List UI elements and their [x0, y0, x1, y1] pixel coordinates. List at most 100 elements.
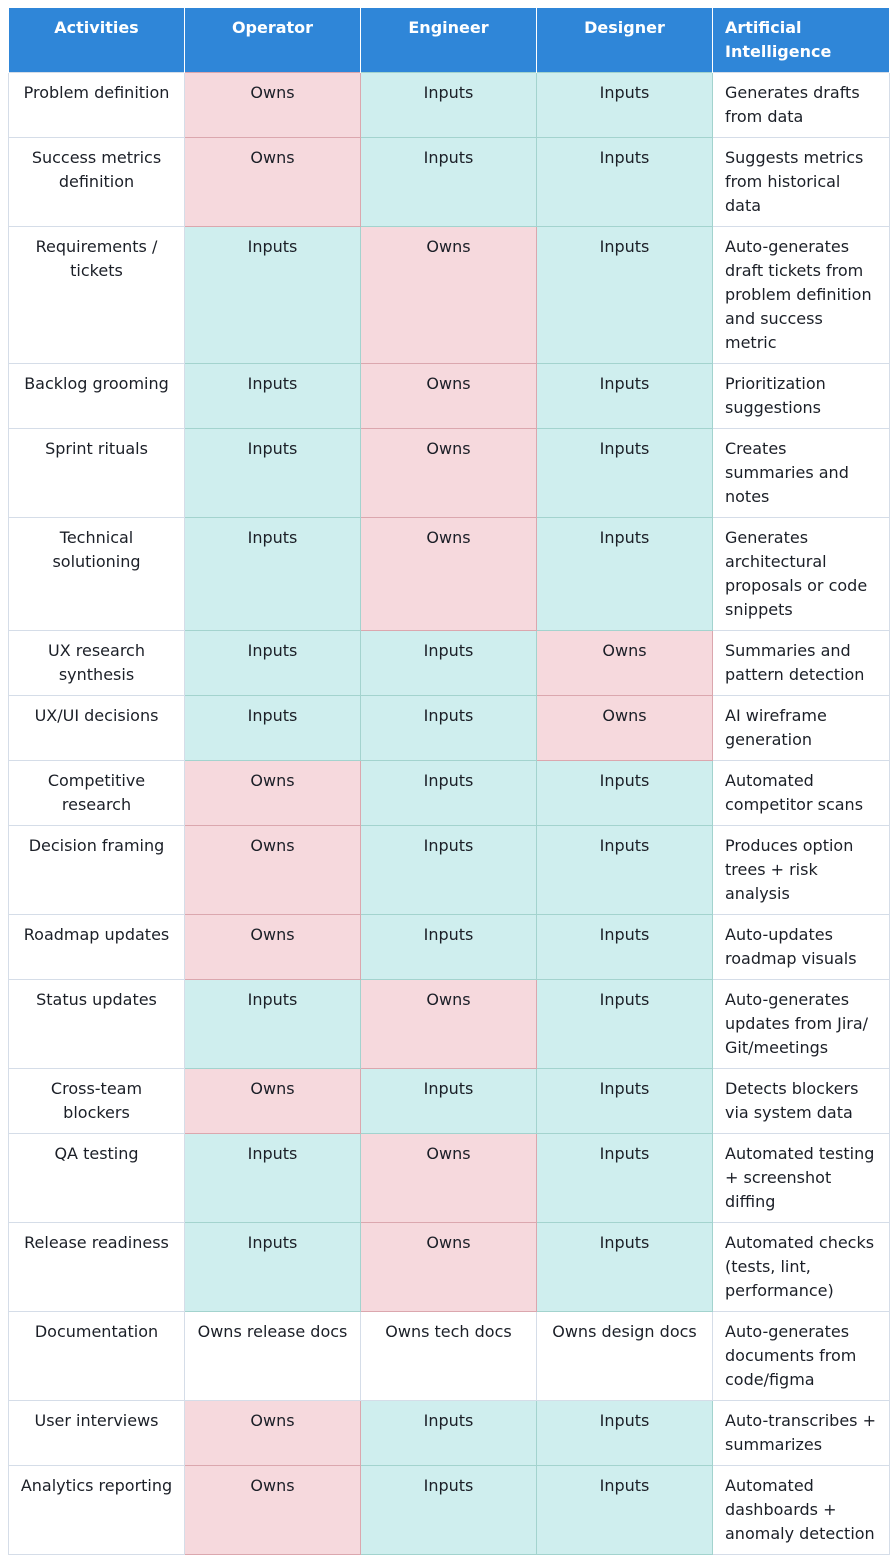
- activity-cell: UX/UI decisions: [8, 695, 185, 761]
- activity-cell: Release readiness: [8, 1222, 185, 1312]
- engineer-cell: Inputs: [360, 72, 537, 138]
- designer-cell: Inputs: [536, 1400, 713, 1466]
- designer-cell: Inputs: [536, 226, 713, 364]
- activity-cell: Problem definition: [8, 72, 185, 138]
- engineer-cell: Owns: [360, 226, 537, 364]
- engineer-cell: Inputs: [360, 630, 537, 696]
- designer-cell: Inputs: [536, 914, 713, 980]
- designer-cell: Inputs: [536, 363, 713, 429]
- operator-cell: Owns: [184, 1068, 361, 1134]
- table-row: Success metrics definition Owns Inputs I…: [8, 137, 890, 227]
- ai-cell: Auto-transcribes + summarizes: [712, 1400, 890, 1466]
- designer-cell: Inputs: [536, 1465, 713, 1555]
- engineer-cell: Inputs: [360, 914, 537, 980]
- operator-cell: Owns: [184, 1400, 361, 1466]
- designer-cell: Inputs: [536, 1068, 713, 1134]
- activity-cell: Roadmap updates: [8, 914, 185, 980]
- table-row: Cross-team blockers Owns Inputs Inputs D…: [8, 1068, 890, 1134]
- designer-cell: Inputs: [536, 979, 713, 1069]
- engineer-cell: Owns: [360, 428, 537, 518]
- header-activities: Activities: [8, 8, 185, 73]
- activity-cell: Technical solutioning: [8, 517, 185, 631]
- operator-cell: Inputs: [184, 363, 361, 429]
- engineer-cell: Owns: [360, 979, 537, 1069]
- ai-cell: Summaries and pattern detection: [712, 630, 890, 696]
- designer-cell: Inputs: [536, 760, 713, 826]
- ai-cell: Automated competitor scans: [712, 760, 890, 826]
- ai-cell: Auto-generates draft tickets from proble…: [712, 226, 890, 364]
- header-designer: Designer: [536, 8, 713, 73]
- ai-cell: Generates drafts from data: [712, 72, 890, 138]
- operator-cell: Owns: [184, 1465, 361, 1555]
- operator-cell: Inputs: [184, 517, 361, 631]
- operator-cell: Inputs: [184, 1222, 361, 1312]
- operator-cell: Inputs: [184, 979, 361, 1069]
- designer-cell: Inputs: [536, 1133, 713, 1223]
- designer-cell: Inputs: [536, 825, 713, 915]
- header-row: Activities Operator Engineer Designer Ar…: [8, 8, 890, 73]
- engineer-cell: Inputs: [360, 137, 537, 227]
- engineer-cell: Owns: [360, 363, 537, 429]
- designer-cell: Owns: [536, 695, 713, 761]
- activity-cell: Cross-team blockers: [8, 1068, 185, 1134]
- ai-cell: Creates summaries and notes: [712, 428, 890, 518]
- table-row: Release readiness Inputs Owns Inputs Aut…: [8, 1222, 890, 1312]
- designer-cell: Owns design docs: [536, 1311, 713, 1401]
- table-row: Technical solutioning Inputs Owns Inputs…: [8, 517, 890, 631]
- designer-cell: Inputs: [536, 517, 713, 631]
- table-row: Competitive research Owns Inputs Inputs …: [8, 760, 890, 826]
- designer-cell: Owns: [536, 630, 713, 696]
- table-row: Status updates Inputs Owns Inputs Auto-g…: [8, 979, 890, 1069]
- header-ai: Artificial Intelligence: [712, 8, 890, 73]
- ai-cell: AI wireframe generation: [712, 695, 890, 761]
- engineer-cell: Inputs: [360, 1465, 537, 1555]
- activity-cell: User interviews: [8, 1400, 185, 1466]
- header-operator: Operator: [184, 8, 361, 73]
- table-row: User interviews Owns Inputs Inputs Auto-…: [8, 1400, 890, 1466]
- designer-cell: Inputs: [536, 137, 713, 227]
- ai-cell: Generates architectural proposals or cod…: [712, 517, 890, 631]
- activity-cell: Decision framing: [8, 825, 185, 915]
- operator-cell: Inputs: [184, 226, 361, 364]
- activity-cell: Success metrics definition: [8, 137, 185, 227]
- engineer-cell: Inputs: [360, 1400, 537, 1466]
- activity-cell: Requirements / tickets: [8, 226, 185, 364]
- engineer-cell: Inputs: [360, 1068, 537, 1134]
- ai-cell: Auto-updates roadmap visuals: [712, 914, 890, 980]
- activity-cell: Status updates: [8, 979, 185, 1069]
- operator-cell: Owns: [184, 72, 361, 138]
- activity-cell: Documentation: [8, 1311, 185, 1401]
- table-row: Sprint rituals Inputs Owns Inputs Create…: [8, 428, 890, 518]
- operator-cell: Inputs: [184, 428, 361, 518]
- table-row: Backlog grooming Inputs Owns Inputs Prio…: [8, 363, 890, 429]
- ai-cell: Automated dashboards + anomaly detection: [712, 1465, 890, 1555]
- designer-cell: Inputs: [536, 72, 713, 138]
- table-row: Decision framing Owns Inputs Inputs Prod…: [8, 825, 890, 915]
- operator-cell: Inputs: [184, 695, 361, 761]
- activity-cell: Competitive research: [8, 760, 185, 826]
- table-row: QA testing Inputs Owns Inputs Automated …: [8, 1133, 890, 1223]
- activity-cell: Analytics reporting: [8, 1465, 185, 1555]
- table-row: Documentation Owns release docs Owns tec…: [8, 1311, 890, 1401]
- ai-cell: Prioritization suggestions: [712, 363, 890, 429]
- designer-cell: Inputs: [536, 428, 713, 518]
- ai-cell: Detects blockers via system data: [712, 1068, 890, 1134]
- ai-cell: Suggests metrics from historical data: [712, 137, 890, 227]
- table-row: Problem definition Owns Inputs Inputs Ge…: [8, 72, 890, 138]
- operator-cell: Owns: [184, 914, 361, 980]
- responsibility-table: Activities Operator Engineer Designer Ar…: [8, 8, 890, 1555]
- ai-cell: Auto-generates documents from code/figma: [712, 1311, 890, 1401]
- designer-cell: Inputs: [536, 1222, 713, 1312]
- engineer-cell: Owns: [360, 1222, 537, 1312]
- engineer-cell: Inputs: [360, 825, 537, 915]
- engineer-cell: Owns tech docs: [360, 1311, 537, 1401]
- ai-cell: Produces option trees + risk analysis: [712, 825, 890, 915]
- ai-cell: Auto-generates updates from Jira/ Git/me…: [712, 979, 890, 1069]
- table-row: Analytics reporting Owns Inputs Inputs A…: [8, 1465, 890, 1555]
- engineer-cell: Inputs: [360, 695, 537, 761]
- table-row: UX/UI decisions Inputs Inputs Owns AI wi…: [8, 695, 890, 761]
- activity-cell: UX research synthesis: [8, 630, 185, 696]
- operator-cell: Owns: [184, 825, 361, 915]
- responsibility-matrix: Activities Operator Engineer Designer Ar…: [8, 8, 890, 1555]
- operator-cell: Owns: [184, 137, 361, 227]
